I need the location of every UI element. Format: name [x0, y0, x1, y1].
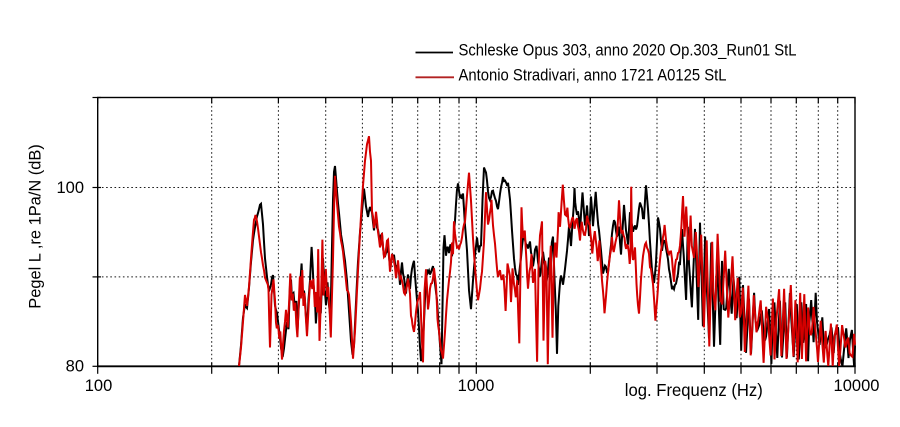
svg-text:80: 80 — [66, 358, 84, 376]
svg-text:log. Frequenz (Hz): log. Frequenz (Hz) — [625, 380, 763, 400]
svg-text:100: 100 — [85, 377, 113, 395]
svg-text:Antonio Stradivari, anno 1721: Antonio Stradivari, anno 1721 A0125 StL — [459, 65, 727, 84]
svg-text:1000: 1000 — [458, 377, 495, 395]
svg-text:100: 100 — [56, 179, 84, 197]
svg-text:10000: 10000 — [834, 377, 880, 395]
svg-text:Schleske Opus 303, anno 2020 O: Schleske Opus 303, anno 2020 Op.303_Run0… — [459, 40, 797, 59]
svg-text:Pegel L ,re 1Pa/N (dB): Pegel L ,re 1Pa/N (dB) — [26, 144, 45, 309]
